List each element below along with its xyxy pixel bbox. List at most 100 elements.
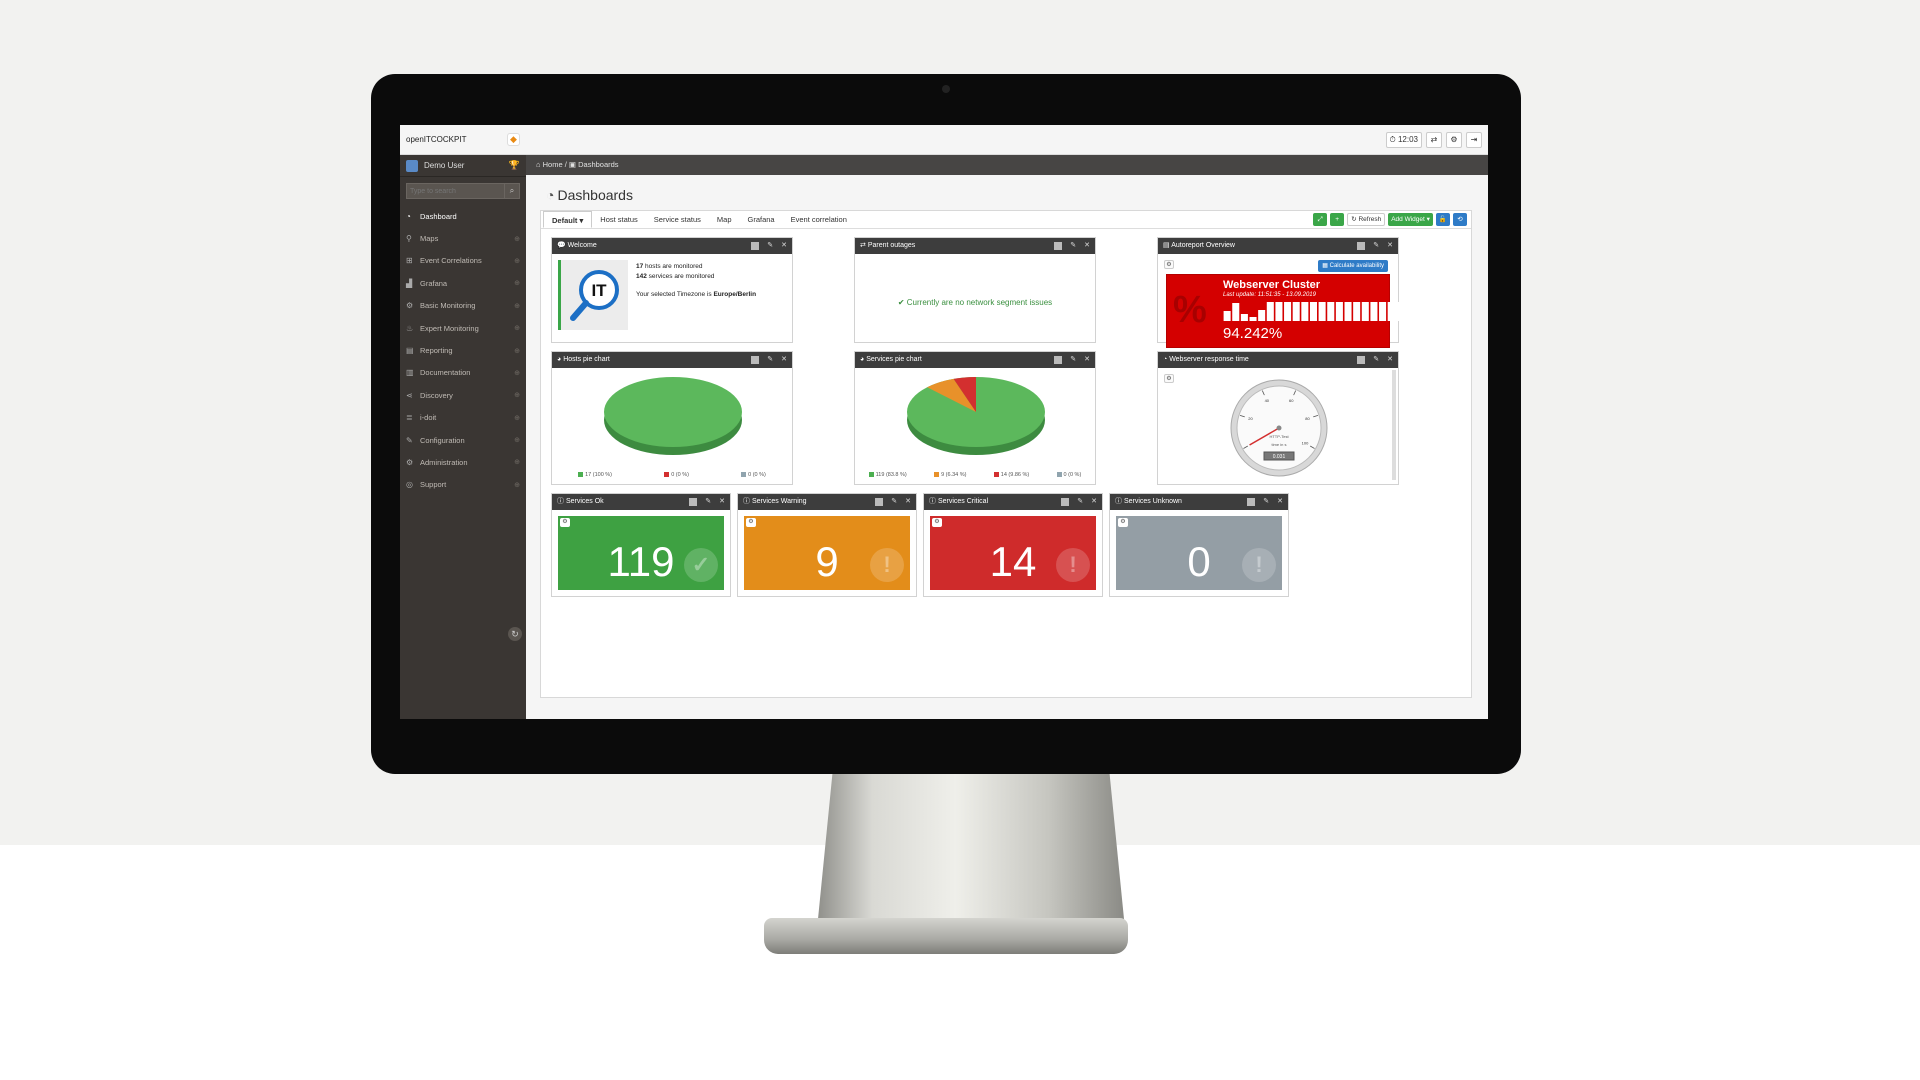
expand-icon[interactable]: ⊕: [514, 347, 520, 355]
sidebar-item-administration[interactable]: ⚙ Administration ⊕: [400, 451, 526, 473]
logout-icon[interactable]: ⇥: [1466, 132, 1482, 148]
close-icon[interactable]: ✕: [781, 242, 787, 249]
color-icon[interactable]: [875, 498, 884, 506]
services-ok-counter[interactable]: ⚙ 119 ✓: [558, 516, 724, 590]
sidebar-item-dashboard[interactable]: ◔ Dashboard: [400, 205, 526, 227]
edit-icon[interactable]: ✎: [1373, 356, 1380, 363]
tab-default[interactable]: Default ▾: [543, 211, 593, 228]
close-icon[interactable]: ✕: [719, 498, 725, 505]
gear-icon[interactable]: ⚙: [1118, 518, 1128, 527]
services-unknown-counter[interactable]: ⚙ 0 !: [1116, 516, 1282, 590]
sidebar-item-i-doit[interactable]: ≣ i-doit ⊕: [400, 407, 526, 429]
collapse-sidebar-icon[interactable]: ↻: [508, 627, 522, 641]
services-critical-value: 14: [989, 538, 1037, 585]
outage-message-text: Currently are no network segment issues: [906, 298, 1053, 307]
expand-icon[interactable]: ⊕: [514, 325, 520, 333]
color-icon[interactable]: [1247, 498, 1256, 506]
trophy-icon[interactable]: 🏆: [508, 160, 520, 170]
tab-map[interactable]: Map: [716, 215, 732, 224]
sidebar-item-basic-monitoring[interactable]: ⚙ Basic Monitoring ⊕: [400, 295, 526, 317]
refresh-icon[interactable]: ⇄: [1426, 132, 1442, 148]
fullscreen-icon[interactable]: ⤢: [1313, 213, 1328, 226]
expand-icon[interactable]: ⊕: [514, 437, 520, 445]
close-icon[interactable]: ✕: [1084, 242, 1090, 249]
services-count: 142: [636, 273, 647, 280]
sidebar-item-event-correlations[interactable]: ⊞ Event Correlations ⊕: [400, 250, 526, 272]
user-row[interactable]: Demo User 🏆: [400, 155, 526, 177]
tab-event-correlation[interactable]: Event correlation: [790, 215, 847, 224]
color-icon[interactable]: [751, 356, 760, 364]
expand-icon[interactable]: ⊕: [514, 369, 520, 377]
tab-grafana[interactable]: Grafana: [747, 215, 775, 224]
color-icon[interactable]: [689, 498, 698, 506]
gear-icon[interactable]: ⚙: [1164, 374, 1174, 383]
shield-icon[interactable]: ◆: [507, 133, 520, 146]
unlock-icon[interactable]: 🔓: [1435, 213, 1450, 226]
settings-icon[interactable]: ⚙: [1446, 132, 1462, 148]
clock-button[interactable]: ⏱ 12:03: [1385, 132, 1422, 148]
sidebar-item-expert-monitoring[interactable]: ♨ Expert Monitoring ⊕: [400, 317, 526, 339]
color-icon[interactable]: [1357, 242, 1366, 250]
color-icon[interactable]: [1054, 356, 1063, 364]
calculate-availability-button[interactable]: ▦ Calculate availability: [1318, 260, 1388, 272]
expand-icon[interactable]: ⊕: [514, 481, 520, 489]
sidebar-item-maps[interactable]: ⚲ Maps ⊕: [400, 227, 526, 249]
expand-icon[interactable]: ⊕: [514, 235, 520, 243]
gear-icon[interactable]: ⚙: [560, 518, 570, 527]
widget-controls: ✎ ✕: [1357, 352, 1393, 368]
edit-icon[interactable]: ✎: [1070, 356, 1077, 363]
services-warning-counter[interactable]: ⚙ 9 !: [744, 516, 910, 590]
sidebar-item-label: Documentation: [420, 368, 471, 378]
edit-icon[interactable]: ✎: [891, 498, 898, 505]
sidebar-item-discovery[interactable]: ⋖ Discovery ⊕: [400, 384, 526, 406]
sidebar-item-documentation[interactable]: ▥ Documentation ⊕: [400, 362, 526, 384]
close-icon[interactable]: ✕: [781, 356, 787, 363]
close-icon[interactable]: ✕: [1387, 242, 1393, 249]
edit-icon[interactable]: ✎: [1373, 242, 1380, 249]
expand-icon[interactable]: ⊕: [514, 392, 520, 400]
top-bar: openITCOCKPIT ◆ ⏱ 12:03 ⇄ ⚙ ⇥: [400, 125, 1488, 155]
close-icon[interactable]: ✕: [1084, 356, 1090, 363]
sidebar-item-support[interactable]: ◎ Support ⊕: [400, 474, 526, 496]
expand-icon[interactable]: ⊕: [514, 302, 520, 310]
expand-icon[interactable]: ⊕: [514, 414, 520, 422]
color-icon[interactable]: [1357, 356, 1366, 364]
edit-icon[interactable]: ✎: [705, 498, 712, 505]
refresh-button[interactable]: ↻ Refresh: [1347, 213, 1386, 226]
gear-icon[interactable]: ⚙: [1164, 260, 1174, 269]
color-icon[interactable]: [1054, 242, 1063, 250]
edit-icon[interactable]: ✎: [1263, 498, 1270, 505]
expand-icon[interactable]: ⊕: [514, 257, 520, 265]
search-input[interactable]: [406, 183, 505, 199]
edit-icon[interactable]: ✎: [767, 356, 774, 363]
cogs-icon: ⚙: [406, 457, 414, 467]
sidebar-item-label: i-doit: [420, 413, 437, 423]
color-icon[interactable]: [1061, 498, 1070, 506]
close-icon[interactable]: ✕: [905, 498, 911, 505]
tab-host-status[interactable]: Host status: [600, 215, 638, 224]
add-widget-button[interactable]: Add Widget ▾: [1388, 213, 1433, 226]
scrollbar[interactable]: [1392, 370, 1396, 480]
add-tab-icon[interactable]: +: [1330, 213, 1345, 226]
breadcrumb-home[interactable]: Home: [542, 160, 563, 169]
edit-icon[interactable]: ✎: [1070, 242, 1077, 249]
sidebar-item-grafana[interactable]: ▟ Grafana ⊕: [400, 272, 526, 294]
edit-icon[interactable]: ✎: [1077, 498, 1084, 505]
edit-icon[interactable]: ✎: [767, 242, 774, 249]
close-icon[interactable]: ✕: [1277, 498, 1283, 505]
expand-icon[interactable]: ⊕: [514, 280, 520, 288]
sidebar-item-reporting[interactable]: ▤ Reporting ⊕: [400, 339, 526, 361]
search-icon[interactable]: ⌕: [505, 183, 520, 199]
legend-entry: 119 (83.8 %): [868, 472, 907, 478]
services-critical-counter[interactable]: ⚙ 14 !: [930, 516, 1096, 590]
gear-icon[interactable]: ⚙: [932, 518, 942, 527]
close-icon[interactable]: ✕: [1091, 498, 1097, 505]
color-icon[interactable]: [751, 242, 760, 250]
widget-controls: ✎ ✕: [1054, 238, 1090, 254]
sync-icon[interactable]: ⟲: [1453, 213, 1467, 226]
gear-icon[interactable]: ⚙: [746, 518, 756, 527]
close-icon[interactable]: ✕: [1387, 356, 1393, 363]
sidebar-item-configuration[interactable]: ✎ Configuration ⊕: [400, 429, 526, 451]
expand-icon[interactable]: ⊕: [514, 459, 520, 467]
tab-service-status[interactable]: Service status: [653, 215, 701, 224]
